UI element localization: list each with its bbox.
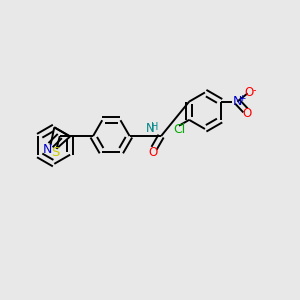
- Text: O: O: [245, 86, 254, 99]
- Text: O: O: [149, 146, 158, 159]
- Text: H: H: [152, 122, 159, 132]
- Text: Cl: Cl: [173, 123, 185, 136]
- Text: -: -: [252, 85, 256, 95]
- Text: +: +: [238, 94, 246, 103]
- Text: O: O: [243, 107, 252, 121]
- Text: N: N: [42, 143, 52, 156]
- Text: N: N: [232, 95, 242, 108]
- Text: S: S: [51, 146, 59, 159]
- Text: N: N: [146, 122, 155, 135]
